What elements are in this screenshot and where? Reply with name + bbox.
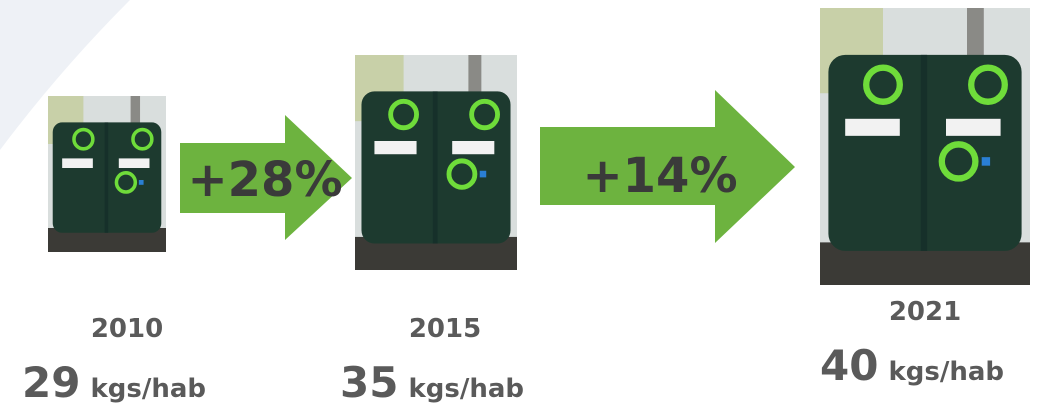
value: 35: [340, 358, 398, 407]
year: 2010: [91, 314, 163, 344]
change-label: +14%: [582, 148, 737, 204]
photo: [355, 55, 517, 270]
background-shape: [0, 0, 130, 150]
arrow: [540, 90, 795, 243]
amount: 35 kgs/hab: [340, 358, 524, 407]
value: 40: [820, 341, 878, 390]
photo: [48, 96, 166, 252]
amount: 40 kgs/hab: [820, 341, 1004, 390]
year: 2021: [889, 297, 961, 327]
unit: kgs/hab: [90, 374, 206, 404]
amount: 29 kgs/hab: [22, 358, 206, 407]
photo: [820, 8, 1030, 285]
year: 2015: [409, 314, 481, 344]
unit: kgs/hab: [408, 374, 524, 404]
unit: kgs/hab: [888, 357, 1004, 387]
arrow: [180, 115, 352, 240]
change-label: +28%: [187, 152, 342, 208]
value: 29: [22, 358, 80, 407]
